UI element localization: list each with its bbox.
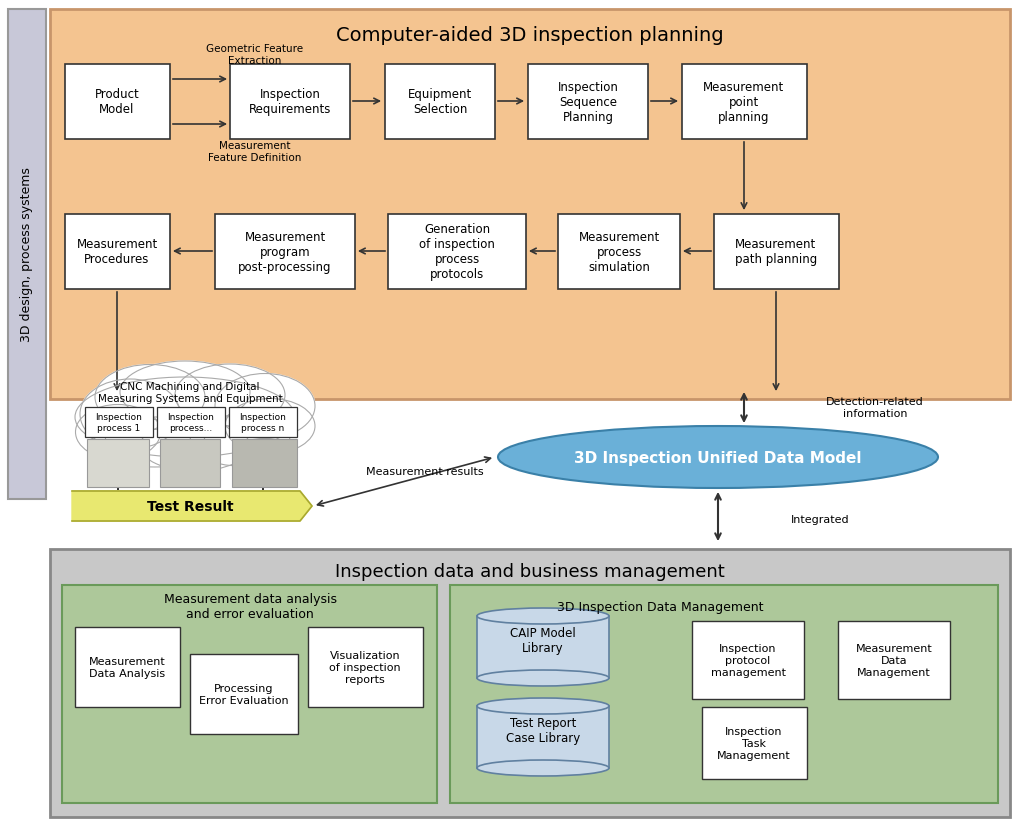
Ellipse shape	[477, 698, 609, 714]
Bar	[528, 65, 648, 140]
Ellipse shape	[105, 417, 205, 468]
Bar	[702, 707, 807, 779]
Text: Detection-related
information: Detection-related information	[826, 397, 924, 418]
Bar	[450, 585, 998, 803]
Ellipse shape	[75, 378, 295, 457]
Text: 3D Inspection Unified Data Model: 3D Inspection Unified Data Model	[574, 450, 862, 465]
Text: Test Report
Case Library: Test Report Case Library	[506, 716, 581, 744]
Bar	[50, 10, 1010, 400]
Ellipse shape	[76, 405, 161, 460]
Bar	[229, 407, 297, 437]
Ellipse shape	[225, 399, 315, 454]
Text: Measurement
process
simulation: Measurement process simulation	[579, 230, 659, 273]
Bar	[682, 65, 807, 140]
Text: 3D Inspection Data Management: 3D Inspection Data Management	[557, 599, 763, 613]
Text: Processing
Error Evaluation: Processing Error Evaluation	[200, 683, 289, 705]
Text: Measurement
Data
Management: Measurement Data Management	[856, 643, 933, 676]
Ellipse shape	[120, 362, 250, 423]
Bar	[232, 440, 297, 488]
Bar	[190, 654, 298, 734]
Text: Inspection
process n: Inspection process n	[240, 413, 287, 432]
Text: 3D design, process systems: 3D design, process systems	[20, 167, 34, 342]
Bar	[85, 407, 153, 437]
Bar	[8, 10, 46, 499]
Bar	[477, 616, 609, 678]
Text: Measurement
Data Analysis: Measurement Data Analysis	[89, 657, 165, 678]
Text: Measurement
Feature Definition: Measurement Feature Definition	[208, 141, 302, 162]
Bar	[50, 549, 1010, 817]
Ellipse shape	[190, 416, 290, 466]
Bar	[87, 440, 150, 488]
Ellipse shape	[215, 374, 315, 439]
Text: Inspection
Sequence
Planning: Inspection Sequence Planning	[557, 80, 618, 123]
Text: Inspection
protocol
management: Inspection protocol management	[711, 643, 785, 676]
Text: Integrated: Integrated	[791, 514, 849, 524]
Bar	[65, 65, 170, 140]
Ellipse shape	[477, 760, 609, 776]
Text: Equipment
Selection: Equipment Selection	[408, 88, 472, 116]
Text: Product
Model: Product Model	[94, 88, 139, 116]
Ellipse shape	[140, 421, 250, 471]
Bar	[692, 621, 804, 699]
Bar	[838, 621, 950, 699]
Text: Inspection
Task
Management: Inspection Task Management	[717, 726, 791, 759]
Text: Measurement
Procedures: Measurement Procedures	[77, 238, 158, 266]
Bar	[215, 214, 355, 290]
Ellipse shape	[95, 365, 205, 430]
Bar	[230, 65, 350, 140]
Text: Computer-aided 3D inspection planning: Computer-aided 3D inspection planning	[336, 26, 724, 45]
Text: Test Result: Test Result	[146, 499, 233, 513]
Bar	[75, 628, 180, 707]
Bar	[558, 214, 680, 290]
Bar	[62, 585, 437, 803]
Text: Inspection
process 1: Inspection process 1	[95, 413, 142, 432]
Text: Inspection data and business management: Inspection data and business management	[335, 562, 725, 580]
Polygon shape	[72, 491, 312, 522]
Bar	[160, 440, 220, 488]
Ellipse shape	[175, 364, 285, 426]
Bar	[714, 214, 839, 290]
Text: Measurement results: Measurement results	[367, 466, 483, 476]
Ellipse shape	[477, 670, 609, 686]
Text: Measurement data analysis
and error evaluation: Measurement data analysis and error eval…	[164, 592, 337, 620]
Text: Measurement
path planning: Measurement path planning	[735, 238, 817, 266]
Bar	[477, 706, 609, 768]
Text: Inspection
Requirements: Inspection Requirements	[249, 88, 331, 116]
Text: CNC Machining and Digital
Measuring Systems and Equipment: CNC Machining and Digital Measuring Syst…	[97, 382, 283, 403]
Bar	[65, 214, 170, 290]
Bar	[388, 214, 526, 290]
Text: CAIP Model
Library: CAIP Model Library	[510, 626, 575, 654]
Text: Visualization
of inspection
reports: Visualization of inspection reports	[329, 651, 400, 684]
Bar	[157, 407, 225, 437]
Text: Geometric Feature
Extraction: Geometric Feature Extraction	[207, 44, 303, 65]
Ellipse shape	[80, 379, 180, 450]
Text: Measurement
point
planning: Measurement point planning	[703, 80, 784, 123]
Bar	[385, 65, 495, 140]
Ellipse shape	[477, 609, 609, 624]
Bar	[308, 628, 423, 707]
Text: Measurement
program
post-processing: Measurement program post-processing	[239, 230, 332, 273]
Text: Generation
of inspection
process
protocols: Generation of inspection process protoco…	[419, 223, 495, 281]
Text: Inspection
process...: Inspection process...	[168, 413, 214, 432]
Ellipse shape	[498, 426, 938, 489]
